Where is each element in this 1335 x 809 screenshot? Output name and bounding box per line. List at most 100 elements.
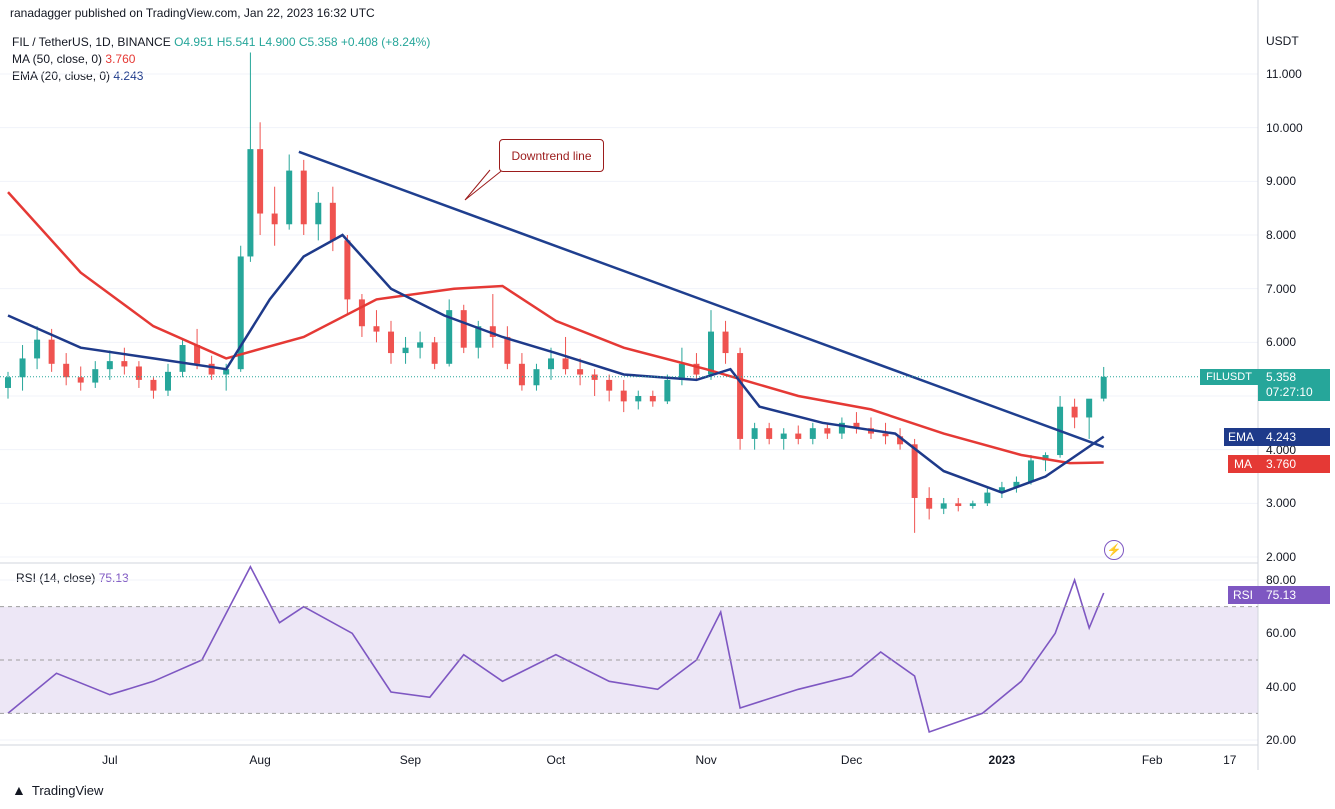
legend-ema-label: EMA (20, close, 0)	[12, 69, 111, 83]
ma50-line	[7, 191, 1104, 465]
candle-body	[257, 149, 264, 214]
last-price-value: 5.358	[1266, 370, 1297, 384]
candle-body	[577, 369, 584, 375]
candle-body	[358, 299, 365, 327]
time-tick-label: 2023	[988, 753, 1016, 767]
candle-body	[329, 202, 336, 241]
candle-body	[693, 363, 700, 375]
legend-ma-label: MA (50, close, 0)	[12, 52, 103, 66]
candle-body	[286, 170, 293, 225]
price-tick-label: 8.000	[1266, 228, 1297, 242]
candle-body	[48, 339, 55, 364]
candle-body	[135, 366, 142, 380]
candle-body	[388, 331, 395, 354]
candle-body	[1071, 406, 1078, 418]
price-tick-label: 7.000	[1266, 281, 1297, 296]
candle-body	[649, 396, 656, 402]
candle-body	[940, 503, 947, 509]
candle-body	[1042, 455, 1049, 461]
candle-body	[344, 240, 351, 300]
brand-name: TradingView	[31, 782, 104, 798]
last-price-tag: FILUSDT 5.358 07:27:10	[1200, 369, 1330, 401]
candle-body	[223, 369, 230, 375]
candle-body	[417, 342, 424, 348]
candle-body	[373, 326, 380, 332]
candle-body	[271, 213, 278, 225]
legend-ma-row[interactable]: MA (50, close, 0) 3.760	[12, 51, 430, 68]
rsi-value-tag: RSI 75.13	[1228, 586, 1330, 604]
candle-body	[1086, 398, 1093, 418]
candle-body	[606, 379, 613, 391]
candle-body	[446, 310, 453, 364]
time-tick-label: Dec	[840, 753, 863, 767]
candle-body	[300, 170, 307, 225]
price-tick-label: 9.000	[1266, 174, 1297, 189]
candle-body	[926, 497, 933, 509]
candle-body	[489, 326, 496, 337]
candle-body	[164, 371, 171, 391]
candle-body	[402, 347, 409, 354]
price-tick-label: 10.000	[1266, 120, 1303, 135]
candle-body	[34, 339, 41, 359]
rsi-tag-name: RSI	[1228, 586, 1258, 604]
publisher-caption: ranadagger published on TradingView.com,…	[10, 6, 375, 20]
legend-high: H5.541	[216, 35, 256, 49]
rsi-legend[interactable]: RSI (14, close) 75.13	[16, 571, 129, 585]
candle-body	[853, 422, 860, 429]
downtrend-line[interactable]	[298, 150, 1105, 449]
lightning-icon[interactable]: ⚡	[1104, 540, 1124, 560]
time-tick-label: 17	[1223, 753, 1237, 767]
ema-price-tag: EMA 4.243	[1224, 428, 1330, 446]
legend-close: C5.358	[298, 35, 338, 49]
legend-ohlc-row[interactable]: FIL / TetherUS, 1D, BINANCE O4.951 H5.54…	[12, 34, 430, 51]
ema-tag-name: EMA	[1224, 428, 1258, 446]
candle-body	[998, 487, 1005, 493]
candle-body	[707, 331, 714, 375]
candle-body	[208, 363, 215, 375]
legend-open: O4.951	[174, 35, 214, 49]
candle-body	[620, 390, 627, 402]
bar-countdown: 07:27:10	[1266, 385, 1313, 399]
legend-symbol: FIL / TetherUS, 1D, BINANCE	[12, 35, 171, 49]
candle-body	[518, 363, 525, 386]
candle-body	[533, 369, 540, 386]
time-tick-label: Nov	[695, 753, 717, 767]
rsi-overbought-oversold-band	[0, 606, 1258, 714]
candle-body	[955, 503, 962, 507]
legend-ema-row[interactable]: EMA (20, close, 0) 4.243	[12, 68, 430, 85]
candle-body	[5, 377, 11, 388]
time-tick-label: Feb	[1141, 753, 1163, 767]
candle-body	[237, 256, 244, 370]
candle-body	[1027, 460, 1034, 482]
candle-body	[194, 345, 201, 364]
candle-body	[635, 396, 642, 402]
legend-low: L4.900	[258, 35, 296, 49]
downtrend-callout[interactable]: Downtrend line	[499, 139, 604, 172]
candle-body	[431, 342, 438, 364]
candle-body	[984, 492, 991, 504]
candle-body	[475, 326, 482, 348]
tradingview-branding[interactable]: ▲ TradingView	[12, 782, 103, 798]
symbol-tag: FILUSDT	[1200, 369, 1258, 385]
candle-body	[179, 345, 186, 372]
tradingview-logo-icon: ▲	[12, 782, 26, 798]
ma-tag-value: 3.760	[1266, 457, 1297, 471]
legend-change: +0.408 (+8.24%)	[340, 35, 431, 49]
candle-body	[809, 428, 816, 439]
candle-body	[1100, 376, 1107, 399]
price-tick-label: 3.000	[1266, 496, 1297, 511]
rsi-tick-label: 60.00	[1266, 626, 1297, 641]
candle-body	[150, 379, 157, 391]
time-tick-label: Aug	[249, 753, 271, 767]
candle-body	[969, 503, 976, 507]
time-tick-label: Oct	[546, 753, 566, 767]
rsi-tag-value: 75.13	[1266, 588, 1297, 602]
rsi-line	[7, 564, 1105, 734]
candle-body	[722, 331, 729, 354]
candle-body	[911, 444, 918, 498]
candle-body	[562, 358, 569, 370]
rsi-legend-value: 75.13	[98, 571, 129, 585]
legend-ma-value: 3.760	[105, 52, 136, 66]
time-tick-label: Jul	[102, 753, 118, 767]
